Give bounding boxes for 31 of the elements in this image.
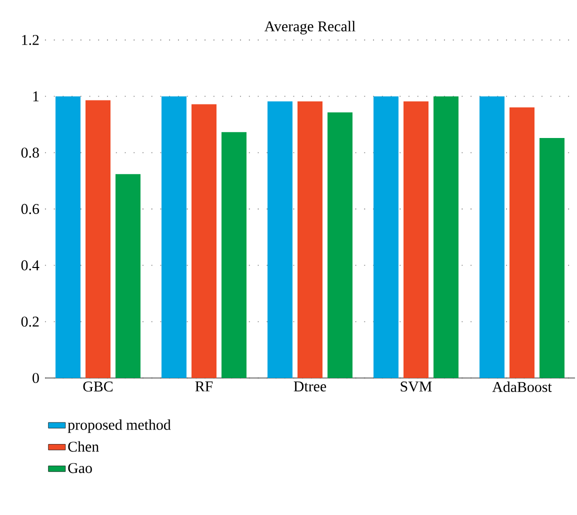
x-tick-label: Dtree <box>294 382 326 392</box>
bar <box>434 96 458 378</box>
y-tick-label: 0 <box>32 372 39 384</box>
bar <box>192 104 216 378</box>
bar <box>86 100 110 378</box>
y-tick-label: 0.4 <box>21 260 40 270</box>
x-tick-label: RF <box>195 382 213 392</box>
chart-title: Average Recall <box>264 20 356 34</box>
bar <box>162 96 186 378</box>
y-tick-label: 0.8 <box>21 148 39 158</box>
bar <box>510 107 534 378</box>
x-tick-label: SVM <box>400 382 432 392</box>
y-tick-label: 0.6 <box>21 204 40 214</box>
bar <box>56 96 80 378</box>
y-tick-label: 0.2 <box>21 316 39 327</box>
bar <box>268 101 292 378</box>
bar <box>480 96 504 378</box>
y-tick-label: 1.2 <box>22 34 39 46</box>
bar <box>222 132 246 378</box>
bar <box>298 101 322 378</box>
bar <box>404 101 428 378</box>
y-tick-label: 1 <box>33 91 39 102</box>
bar <box>116 174 140 378</box>
legend-label: Chen <box>68 441 99 452</box>
bar <box>328 112 352 378</box>
legend-label: proposed method <box>68 419 171 433</box>
x-tick-label: AdaBoost <box>492 382 552 392</box>
bar <box>540 138 564 378</box>
bar <box>374 96 398 378</box>
legend-label: Gao <box>68 463 92 474</box>
x-tick-label: GBC <box>83 382 113 392</box>
